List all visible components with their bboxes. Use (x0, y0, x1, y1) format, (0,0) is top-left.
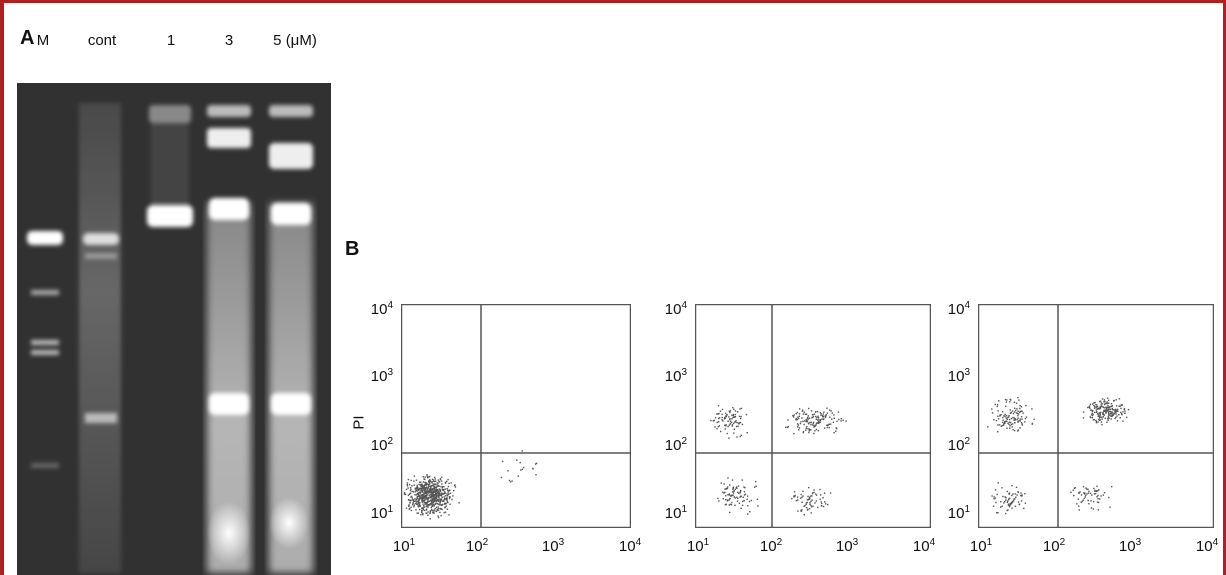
y-tick-label: 101 (947, 504, 970, 522)
panel-b-label: B (345, 238, 360, 260)
y-tick-label: 101 (664, 504, 687, 522)
gel-electrophoresis-image (17, 83, 331, 575)
lane-label-3: 3 (224, 32, 234, 49)
x-tick-label: 101 (686, 537, 710, 555)
x-tick-label: 103 (1118, 537, 1142, 555)
y-tick-label: 102 (664, 436, 687, 454)
scatter-plot-2 (695, 304, 931, 528)
y-tick-label: 103 (370, 367, 393, 385)
x-tick-label: 104 (1195, 537, 1219, 555)
lane-label-cont: cont (87, 32, 117, 49)
y-tick-label: 102 (947, 436, 970, 454)
plot-border (978, 304, 1214, 528)
x-tick-label: 104 (912, 537, 936, 555)
x-tick-label: 102 (465, 537, 489, 555)
x-tick-label: 102 (1042, 537, 1066, 555)
scatter-plot-1 (401, 304, 631, 528)
x-tick-label: 101 (969, 537, 993, 555)
x-tick-label: 104 (618, 537, 642, 555)
y-axis-label: PI (350, 415, 368, 430)
plot-border (401, 304, 631, 528)
event-dots (987, 397, 1130, 515)
lane-label-5: 5 (μM) (273, 32, 317, 49)
scatter-plot-3 (978, 304, 1214, 528)
y-tick-label: 102 (370, 436, 393, 454)
y-tick-label: 104 (947, 300, 970, 318)
event-dots (710, 405, 847, 516)
panel-a-label: A (20, 27, 35, 49)
y-tick-label: 101 (370, 504, 393, 522)
y-tick-label: 104 (370, 300, 393, 318)
x-tick-label: 102 (759, 537, 783, 555)
plot-border (695, 304, 931, 528)
y-tick-label: 103 (664, 367, 687, 385)
x-tick-label: 103 (541, 537, 565, 555)
lane-label-1: 1 (166, 32, 176, 49)
x-tick-label: 103 (835, 537, 859, 555)
event-dots (403, 450, 538, 520)
lane-label-m: M (36, 32, 50, 49)
x-tick-label: 101 (392, 537, 416, 555)
y-tick-label: 104 (664, 300, 687, 318)
y-tick-label: 103 (947, 367, 970, 385)
